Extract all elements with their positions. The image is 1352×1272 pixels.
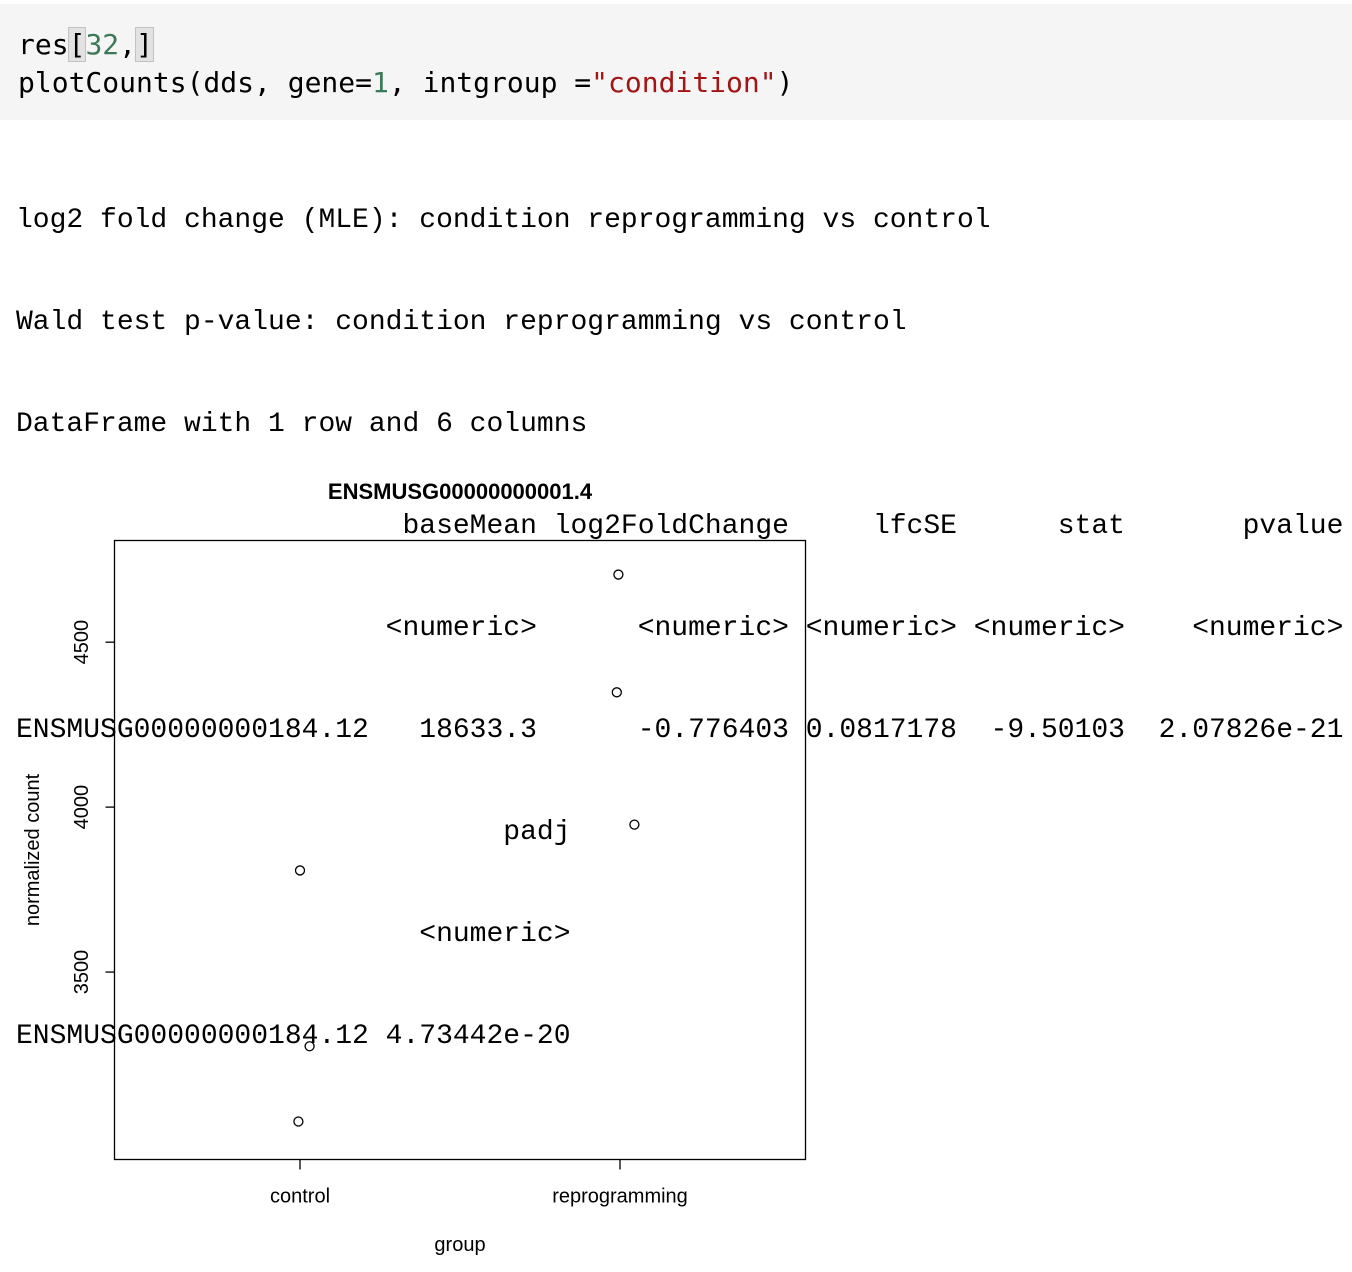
table-types: <numeric> <numeric> <numeric> <numeric> … — [16, 613, 1344, 644]
cell-output: log2 fold change (MLE): condition reprog… — [16, 136, 1343, 1088]
chart-title: ENSMUSG00000000001.4 — [328, 479, 593, 504]
data-point — [629, 819, 640, 830]
data-point — [304, 1041, 315, 1052]
data-point — [611, 687, 622, 698]
table-row: ENSMUSG00000000184.12 4.73442e-20 — [16, 1021, 571, 1052]
plot-container: ENSMUSG00000000001.4 3500 4000 4500 contro… — [0, 466, 830, 1272]
code-line-1[interactable]: res[32,] — [18, 26, 154, 64]
y-axis-label: normalized count — [22, 773, 44, 926]
code-string: "condition" — [591, 66, 777, 99]
table-types: <numeric> — [16, 919, 571, 950]
bracket-open: [ — [67, 27, 87, 62]
code-ident: res — [18, 28, 69, 61]
x-axis: control reprogramming — [270, 1159, 688, 1208]
plot-frame — [113, 539, 807, 1161]
code-middle: , intgroup = — [388, 66, 592, 99]
code-cell[interactable]: res[32,] plotCounts(dds, gene=1, intgrou… — [0, 4, 1352, 120]
y-tick-label: 3500 — [71, 950, 93, 995]
output-line: Wald test p-value: condition reprogrammi… — [16, 307, 907, 338]
data-points — [293, 569, 640, 1127]
code-comma: , — [119, 28, 137, 61]
bracket-close: ] — [135, 27, 154, 62]
code-number: 1 — [372, 66, 389, 99]
y-tick-label: 4500 — [71, 620, 93, 665]
code-number: 32 — [85, 28, 120, 61]
x-tick-label: control — [270, 1186, 330, 1208]
data-point — [293, 1116, 304, 1127]
table-header: padj — [16, 817, 571, 848]
y-tick-label: 4000 — [71, 785, 93, 830]
scatter-plot: ENSMUSG00000000001.4 3500 4000 4500 contro… — [22, 479, 807, 1256]
code-suffix: ) — [776, 66, 794, 99]
table-row: ENSMUSG00000000184.12 18633.3 -0.776403 … — [16, 715, 1344, 746]
output-line: DataFrame with 1 row and 6 columns — [16, 409, 588, 440]
code-line-2[interactable]: plotCounts(dds, gene=1, intgroup ="condi… — [18, 64, 793, 102]
data-point — [613, 569, 624, 580]
code-prefix: plotCounts(dds, gene= — [18, 66, 373, 99]
data-point — [294, 865, 306, 876]
table-header: baseMean log2FoldChange lfcSE stat pvalu… — [16, 511, 1344, 542]
output-line: log2 fold change (MLE): condition reprog… — [16, 205, 991, 236]
x-tick-label: reprogramming — [552, 1186, 688, 1208]
x-axis-label: group — [434, 1234, 485, 1256]
y-axis: 3500 4000 4500 — [71, 620, 115, 994]
